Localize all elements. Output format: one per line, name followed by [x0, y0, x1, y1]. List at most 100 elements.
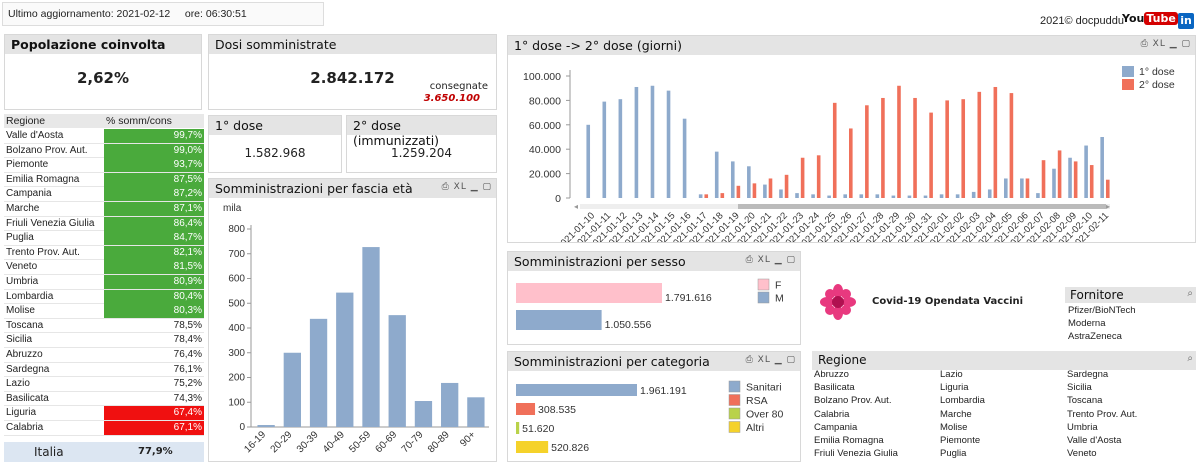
row-region: Umbria — [6, 276, 39, 287]
italia-total-row: Italia 77,9% — [4, 442, 204, 462]
table-row[interactable]: Calabria 67,1% — [4, 421, 204, 436]
table-row[interactable]: Veneto 81,5% — [4, 260, 204, 275]
table-row[interactable]: Trento Prov. Aut. 82,1% — [4, 245, 204, 261]
table-row[interactable]: Puglia 84,7% — [4, 231, 204, 246]
list-item[interactable]: Campania — [814, 421, 858, 433]
table-row[interactable]: Marche 87,1% — [4, 202, 204, 217]
list-item[interactable]: Liguria — [940, 382, 969, 394]
timeline-bar-dose2 — [945, 100, 949, 198]
timeline-scrollbar-thumb — [738, 204, 1106, 209]
linkedin-icon[interactable]: in — [1178, 13, 1194, 29]
categoria-chart-svg: 1.961.191 Sanitari 308.535 RSA 51.620 Over 80… — [516, 380, 784, 454]
legend-label: M — [775, 293, 784, 305]
table-row[interactable]: Toscana 78,5% — [4, 319, 204, 334]
list-item[interactable]: Calabria — [814, 408, 850, 420]
list-item[interactable]: Lombardia — [940, 395, 985, 407]
row-pct: 76,4% — [173, 349, 202, 360]
list-item[interactable]: Toscana — [1067, 395, 1103, 407]
list-item[interactable]: Veneto — [1067, 448, 1097, 460]
row-pct: 80,3% — [104, 304, 204, 319]
row-pct: 78,4% — [173, 334, 202, 346]
age-bar — [441, 382, 459, 427]
update-label: Ultimo aggiornamento: 2021-02-12 ore: 06… — [8, 8, 247, 20]
categoria-chart-tools[interactable]: ⎙ XL ▁ ▢ — [745, 355, 796, 365]
table-row[interactable]: Molise 80,3% — [4, 304, 204, 319]
fornitore-title: Fornitore — [1065, 287, 1196, 303]
age-xtick-label: 20-29 — [269, 429, 295, 455]
row-pct: 93,7% — [104, 158, 204, 173]
list-item[interactable]: Valle d'Aosta — [1067, 435, 1122, 446]
row-pct: 99,7% — [104, 129, 204, 143]
timeline-bar-dose1 — [763, 184, 767, 198]
table-row[interactable]: Piemonte 93,7% — [4, 158, 204, 173]
table-row[interactable]: Liguria 67,4% — [4, 406, 204, 421]
table-row[interactable]: Emilia Romagna 87,5% — [4, 172, 204, 188]
search-icon[interactable]: ⌕ — [1187, 288, 1193, 299]
search-icon[interactable]: ⌕ — [1187, 353, 1193, 364]
timeline-bar-dose2 — [1057, 150, 1062, 198]
dosi-title: Dosi somministrate — [209, 35, 496, 54]
age-xtick-label: 50-59 — [347, 429, 373, 455]
list-item[interactable]: Lazio — [940, 369, 963, 380]
table-row[interactable]: Valle d'Aosta 99,7% — [4, 129, 204, 144]
age-ytick-label: 500 — [228, 298, 245, 309]
timeline-bar-dose2 — [1041, 160, 1046, 198]
timeline-bar-dose2 — [977, 91, 982, 198]
timeline-bar-dose1 — [907, 195, 912, 198]
col-pct-header[interactable]: % somm/cons — [106, 115, 172, 127]
row-pct: 76,1% — [173, 363, 202, 375]
list-item[interactable]: Friuli Venezia Giulia — [814, 448, 898, 460]
age-chart-tools[interactable]: ⎙ XL ▁ ▢ — [441, 182, 492, 192]
list-item[interactable]: Pfizer/BioNTech — [1068, 305, 1136, 316]
list-item[interactable]: Sardegna — [1067, 369, 1109, 380]
table-row[interactable]: Sicilia 78,4% — [4, 333, 204, 348]
table-row[interactable]: Bolzano Prov. Aut. 99,0% — [4, 143, 204, 159]
row-pct: 87,5% — [104, 172, 204, 187]
table-row[interactable]: Sardegna 76,1% — [4, 363, 204, 378]
dose1-title: 1° dose — [209, 116, 341, 135]
timeline-bar-dose2 — [736, 185, 741, 198]
table-row[interactable]: Lazio 75,2% — [4, 377, 204, 392]
popolazione-panel: Popolazione coinvolta 2,62% — [4, 34, 202, 110]
list-item[interactable]: Moderna — [1068, 318, 1106, 329]
timeline-bar-dose1 — [634, 86, 639, 198]
table-row[interactable]: Lombardia 80,4% — [4, 289, 204, 305]
table-row[interactable]: Abruzzo 76,4% — [4, 348, 204, 363]
sesso-bar — [516, 283, 662, 303]
list-item[interactable]: Bolzano Prov. Aut. — [814, 395, 892, 407]
row-region: Veneto — [6, 261, 38, 273]
list-item[interactable]: Piemonte — [940, 435, 981, 446]
list-item[interactable]: Umbria — [1067, 421, 1098, 433]
list-item[interactable]: Emilia Romagna — [814, 435, 884, 446]
timeline-bar-dose1 — [1052, 168, 1056, 198]
timeline-bar-dose1 — [650, 85, 655, 198]
list-item[interactable]: Basilicata — [814, 382, 855, 394]
scroll-right-icon: ▸ — [1106, 202, 1110, 211]
age-ytick-label: 800 — [228, 224, 245, 235]
list-item[interactable]: AstraZeneca — [1068, 331, 1122, 342]
age-xtick-label: 70-79 — [400, 429, 426, 455]
list-item[interactable]: Puglia — [940, 448, 967, 460]
list-item[interactable]: Marche — [940, 408, 972, 420]
list-item[interactable]: Molise — [940, 421, 968, 433]
youtube-icon[interactable]: You Tube — [1122, 12, 1178, 30]
regione-listbox: Regione ⌕ Abruzzo Basilicata Bolzano Prov.… — [812, 351, 1196, 462]
categoria-value-label: 51.620 — [522, 423, 554, 435]
col-region-header[interactable]: Regione — [6, 115, 46, 127]
table-row[interactable]: Campania 87,2% — [4, 187, 204, 202]
row-region: Liguria — [6, 407, 37, 419]
sesso-chart-tools[interactable]: ⎙ XL ▁ ▢ — [745, 255, 796, 265]
legend-label: RSA — [746, 395, 768, 407]
table-row[interactable]: Friuli Venezia Giulia 86,4% — [4, 216, 204, 232]
timeline-bar-dose1 — [714, 151, 719, 198]
table-row[interactable]: Basilicata 74,3% — [4, 392, 204, 407]
row-region: Friuli Venezia Giulia — [6, 217, 95, 229]
list-item[interactable]: Trento Prov. Aut. — [1067, 408, 1138, 420]
row-pct: 87,2% — [104, 187, 204, 202]
list-item[interactable]: Abruzzo — [814, 369, 849, 380]
timeline-chart-tools[interactable]: ⎙ XL ▁ ▢ — [1140, 39, 1191, 49]
timeline-bar-dose2 — [913, 97, 917, 198]
table-row[interactable]: Umbria 80,9% — [4, 275, 204, 290]
list-item[interactable]: Sicilia — [1067, 382, 1092, 394]
age-ytick-label: 0 — [239, 422, 245, 433]
